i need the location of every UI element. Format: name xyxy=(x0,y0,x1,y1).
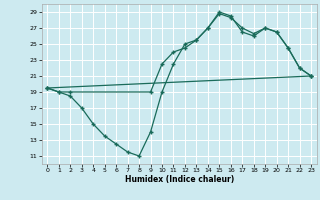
X-axis label: Humidex (Indice chaleur): Humidex (Indice chaleur) xyxy=(124,175,234,184)
